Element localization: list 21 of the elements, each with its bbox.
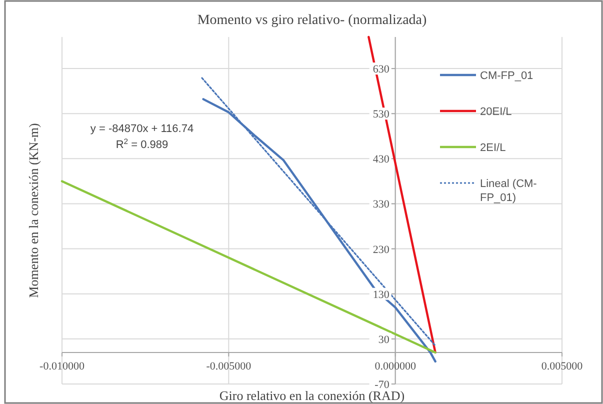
y-tick-label: 230	[372, 244, 390, 256]
legend-label: CM-FP_01	[480, 70, 534, 82]
legend-label: 20EI/L	[480, 106, 512, 118]
y-tick-label: 630	[372, 64, 390, 76]
y-tick-label: 30	[378, 334, 390, 346]
x-tick-label: -0.005000	[206, 360, 252, 372]
legend-label: 2EI/L	[480, 142, 506, 154]
annotation: R$^{2}$ = 0.989	[116, 136, 168, 151]
x-tick-label: 0.005000	[541, 360, 584, 372]
y-axis-title: Momento en la conexión (KN-m)	[26, 123, 41, 298]
x-axis-title: Giro relativo en la conexión (RAD)	[219, 388, 405, 403]
annotation: y = -84870x + 116.74	[90, 123, 194, 135]
x-tick-label: 0.000000	[374, 360, 416, 372]
y-tick-label: -70	[374, 379, 390, 391]
chart-title: Momento vs giro relativo- (normalizada)	[197, 13, 428, 28]
y-tick-label: 530	[372, 108, 390, 121]
x-tick-label: -0.010000	[40, 360, 85, 372]
y-tick-label: 130	[372, 288, 390, 301]
legend-label: Lineal (CM-FP_01)	[480, 178, 538, 204]
y-tick-label: 430	[372, 154, 390, 166]
y-tick-label: 330	[372, 198, 390, 211]
